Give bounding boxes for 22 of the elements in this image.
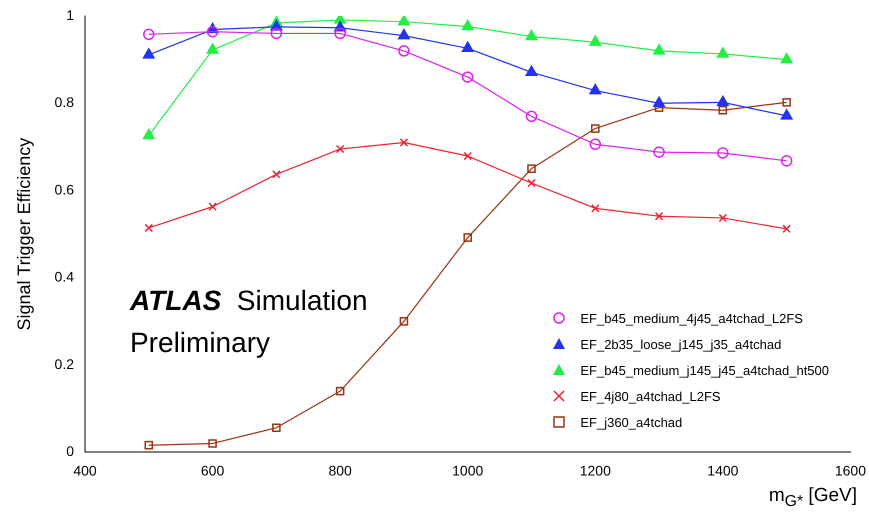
y-tick-label: 1	[66, 6, 74, 23]
y-tick-label: 0.2	[54, 356, 74, 372]
legend-label: EF_b45_medium_j145_j45_a4tchad_ht500	[580, 362, 829, 378]
x-axis-title: m$_{G*}$ [GeV]	[768, 485, 857, 511]
legend-label: EF_4j80_a4tchad_L2FS	[580, 388, 721, 404]
x-tick-label: 800	[328, 462, 352, 478]
x-tick-label: 400	[73, 462, 97, 478]
legend-label: EF_2b35_loose_j145_j35_a4tchad	[580, 336, 782, 352]
legend-label: EF_j360_a4tchad	[580, 414, 682, 430]
y-tick-label: 0.4	[54, 268, 74, 285]
x-tick-label: 1200	[580, 462, 612, 478]
x-tick-label: 600	[200, 462, 224, 478]
x-tick-label: 1000	[452, 462, 484, 478]
y-axis-title: Signal Trigger Efficiency	[14, 138, 34, 330]
annotation: Preliminary	[130, 326, 272, 360]
y-tick-label: 0	[66, 443, 74, 460]
y-tick-label: 0.8	[54, 94, 74, 110]
annotation: ATLAS Simulation	[130, 284, 368, 318]
legend-label: EF_b45_medium_4j45_a4tchad_L2FS	[580, 310, 803, 326]
y-tick-label: 0.6	[54, 181, 74, 198]
x-tick-label: 1600	[834, 462, 866, 478]
x-tick-label: 1400	[707, 462, 739, 478]
